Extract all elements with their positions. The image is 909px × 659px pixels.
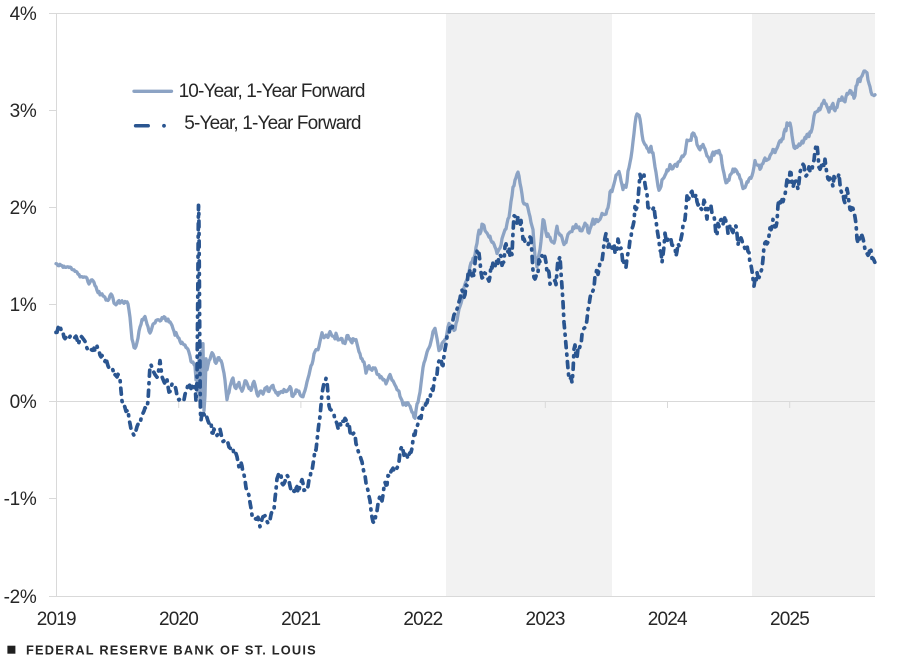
- svg-text:2021: 2021: [281, 609, 320, 630]
- svg-text:2019: 2019: [37, 609, 76, 630]
- svg-text:5-Year, 1-Year Forward: 5-Year, 1-Year Forward: [184, 113, 361, 134]
- svg-text:10-Year, 1-Year Forward: 10-Year, 1-Year Forward: [179, 81, 365, 102]
- svg-text:2%: 2%: [10, 198, 37, 219]
- svg-text:0%: 0%: [10, 392, 37, 413]
- svg-text:2020: 2020: [159, 609, 198, 630]
- svg-text:2024: 2024: [648, 609, 688, 630]
- svg-text:FEDERAL RESERVE BANK OF ST. LO: FEDERAL RESERVE BANK OF ST. LOUIS: [26, 643, 317, 658]
- svg-text:3%: 3%: [10, 101, 37, 122]
- svg-text:-1%: -1%: [4, 489, 37, 510]
- svg-text:4%: 4%: [10, 4, 37, 25]
- svg-text:2022: 2022: [403, 609, 442, 630]
- svg-text:2025: 2025: [770, 609, 809, 630]
- svg-text:-2%: -2%: [4, 587, 37, 608]
- svg-text:2023: 2023: [526, 609, 565, 630]
- svg-text:1%: 1%: [10, 295, 37, 316]
